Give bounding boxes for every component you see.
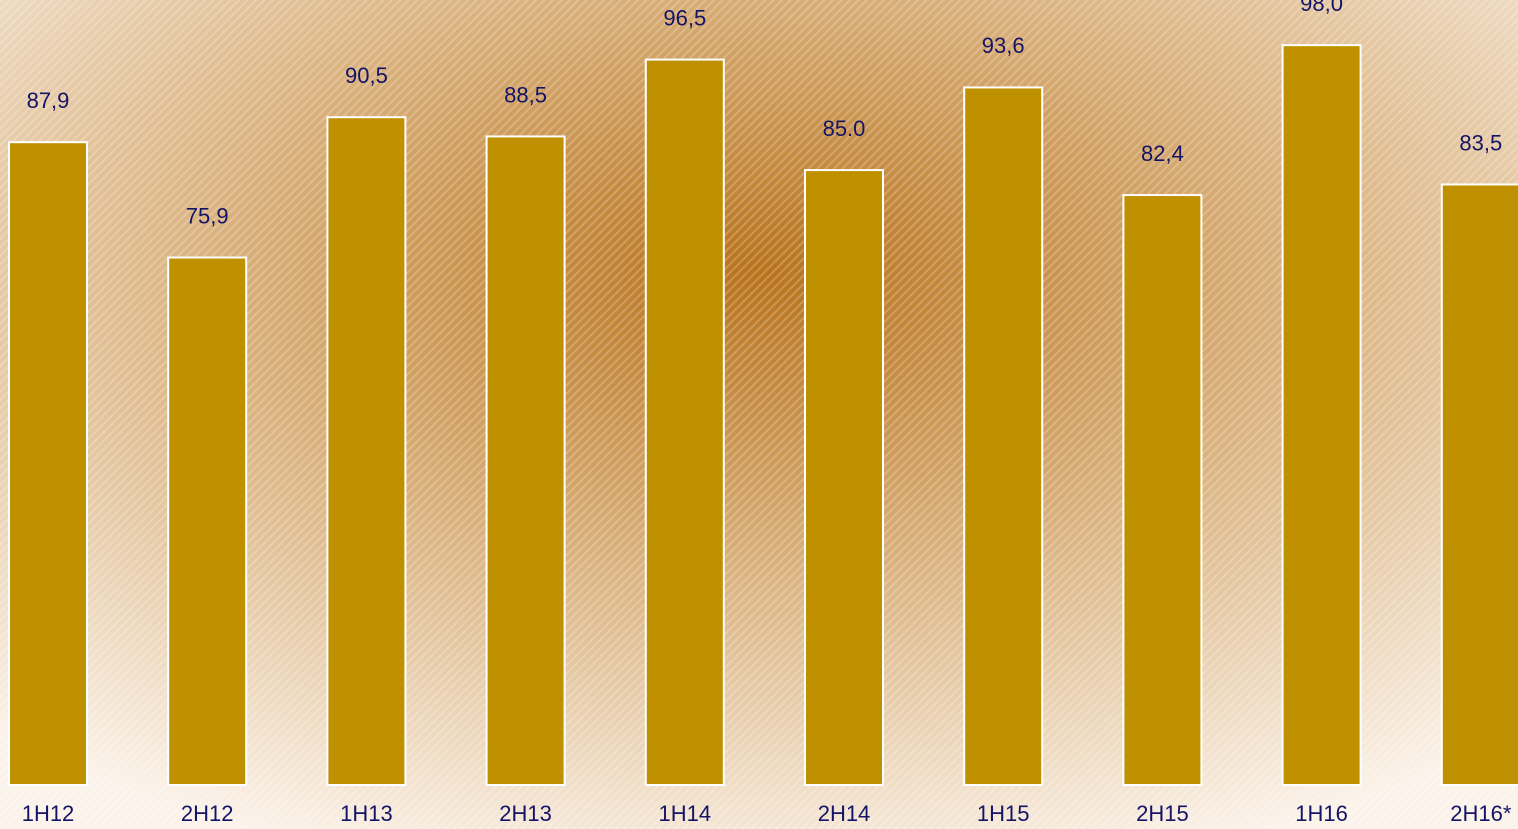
data-label: 87,9 [27, 88, 70, 113]
bar [963, 86, 1044, 787]
data-label: 83,5 [1459, 130, 1502, 155]
x-tick-label: 2H15 [1136, 801, 1189, 826]
x-tick-label: 2H14 [818, 801, 871, 826]
x-tick-label: 1H14 [659, 801, 712, 826]
bar [326, 116, 407, 786]
data-label: 85.0 [823, 116, 866, 141]
bar [485, 135, 566, 787]
bar [167, 256, 248, 786]
data-label: 82,4 [1141, 141, 1184, 166]
bar [804, 169, 884, 786]
x-tick-label: 2H12 [181, 801, 234, 826]
x-tick-label: 1H12 [22, 801, 75, 826]
x-tick-label: 2H13 [499, 801, 552, 826]
data-label: 88,5 [504, 82, 547, 107]
data-label: 75,9 [186, 203, 229, 228]
bar [1440, 183, 1518, 786]
data-label: 96,5 [663, 5, 706, 30]
data-label: 90,5 [345, 63, 388, 88]
bar [8, 141, 88, 786]
data-label: 98,0 [1300, 0, 1343, 16]
x-tick-label: 2H16* [1450, 801, 1512, 826]
data-label: 93,6 [982, 33, 1025, 58]
x-tick-label: 1H13 [340, 801, 393, 826]
x-tick-label: 1H15 [977, 801, 1030, 826]
bar [1122, 194, 1203, 787]
bar [644, 58, 725, 787]
bar [1281, 44, 1362, 786]
x-tick-label: 1H16 [1295, 801, 1348, 826]
